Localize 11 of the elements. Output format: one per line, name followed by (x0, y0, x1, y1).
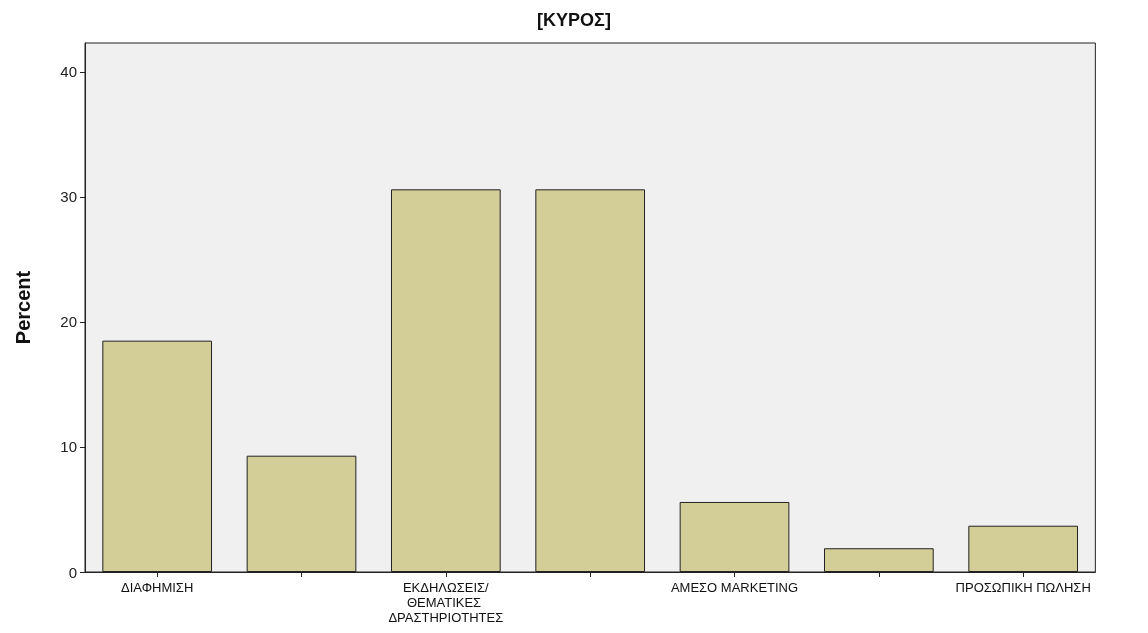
y-tick-label: 40 (60, 63, 77, 81)
y-axis-title: Percent (12, 270, 34, 345)
y-tick-label: 0 (68, 563, 77, 581)
y-tick-label: 10 (60, 438, 77, 456)
x-tick-label: ΔΙΑΦΗΜΙΣΗ (121, 580, 194, 595)
x-tick-label: ΠΡΟΣΩΠΙΚΗ ΠΩΛΗΣΗ (955, 580, 1091, 595)
y-tick-label: 20 (60, 313, 77, 331)
chart-title: [ΚΥΡΟΣ] (537, 10, 611, 30)
x-tick-label: ΑΜΕΣΟ MARKETING (670, 580, 799, 595)
x-tick-label: ΕΚΔΗΛΩΣΕΙΣ/ΘΕΜΑΤΙΚΕΣ ΔΡΑΣΤΗΡΙΟΤΗΤΕΣ (388, 580, 504, 625)
y-tick-label: 30 (60, 188, 77, 206)
